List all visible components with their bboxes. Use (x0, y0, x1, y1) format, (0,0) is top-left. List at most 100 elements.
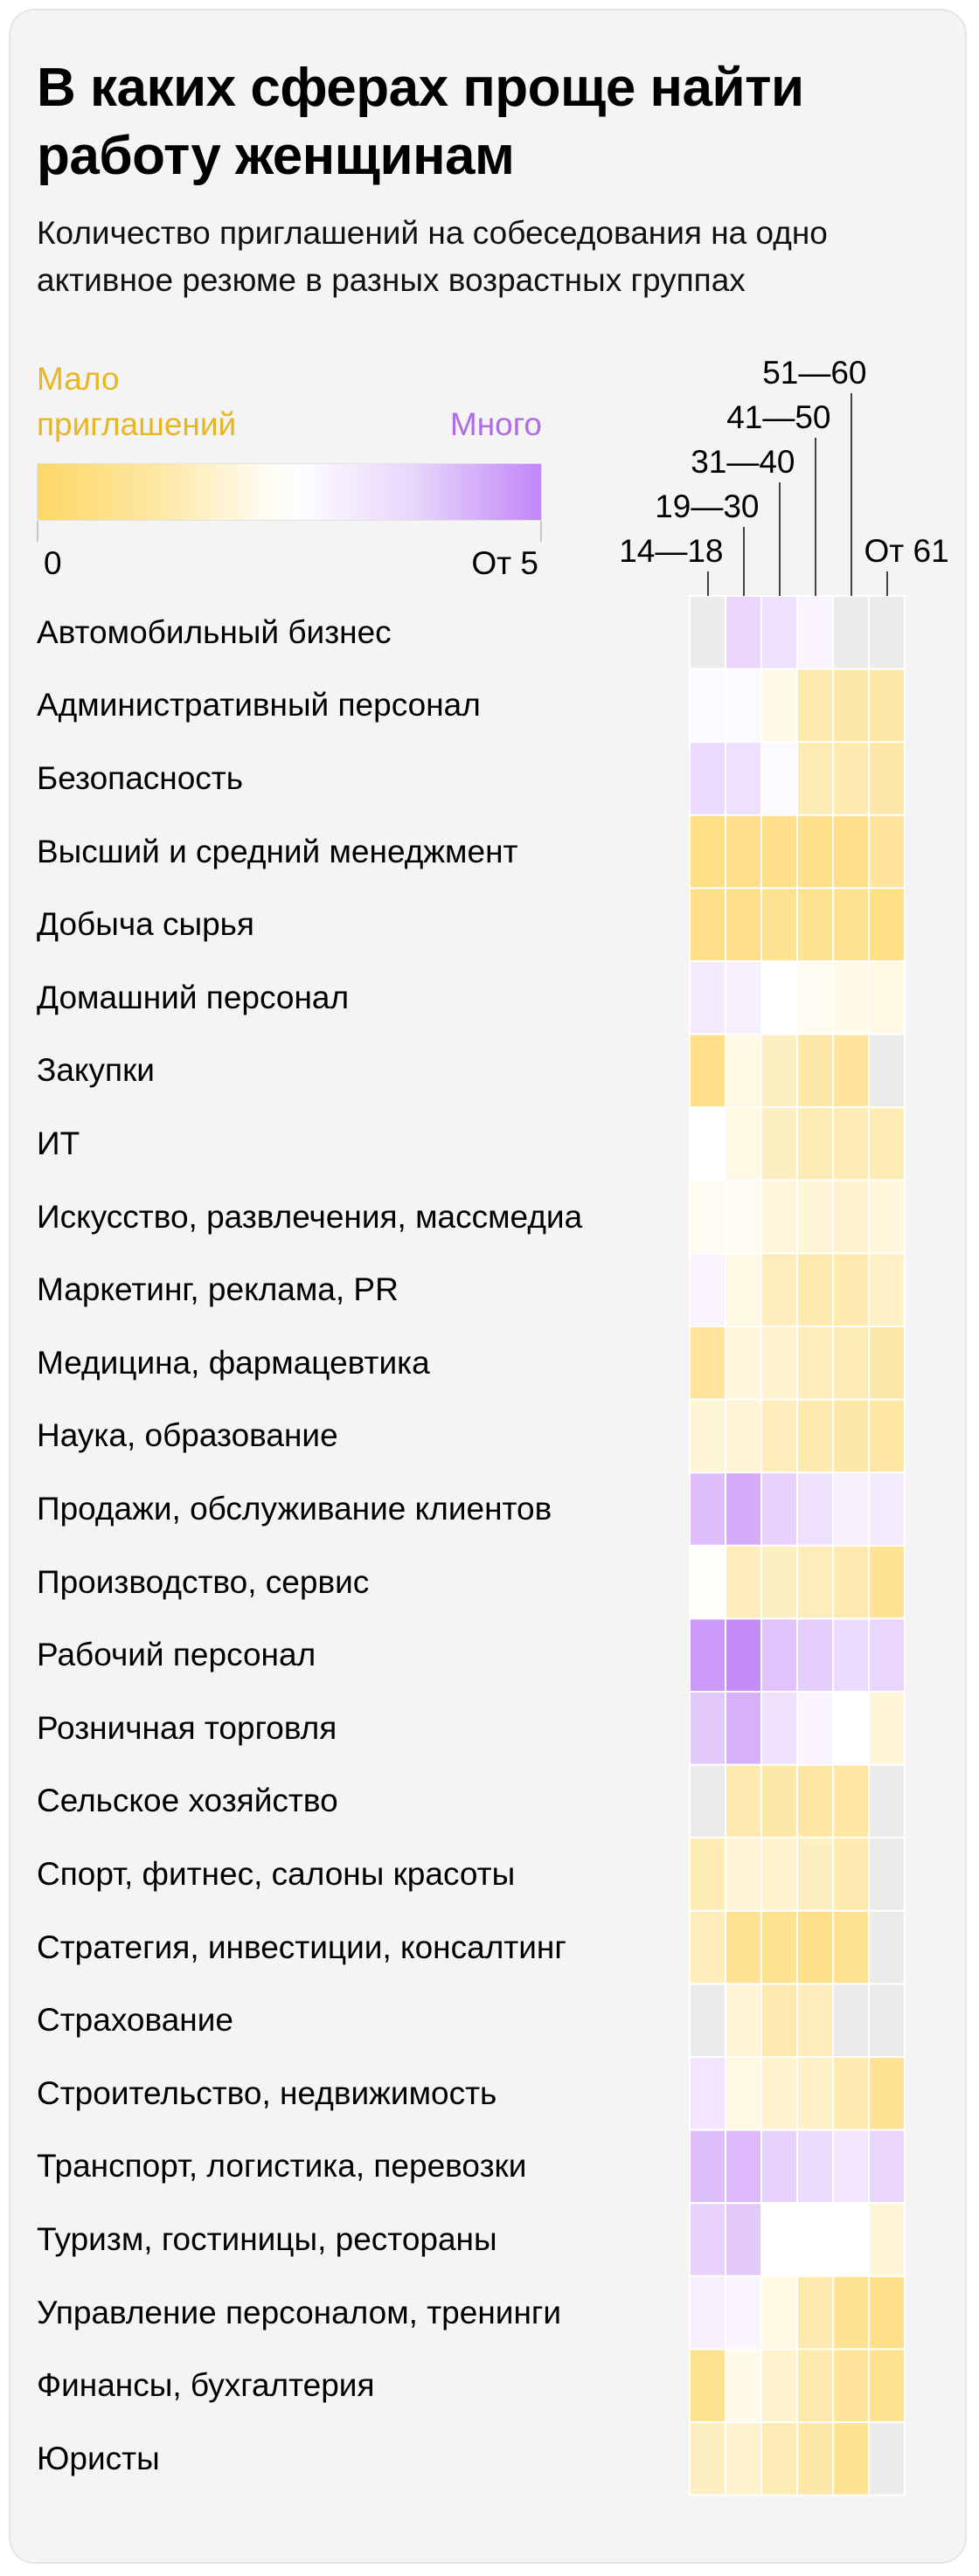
industry-label: Стратегия, инвестиции, консалтинг (37, 1929, 566, 1965)
heatmap-cell (832, 1909, 870, 1985)
heatmap-cell (796, 1179, 834, 1255)
heatmap (689, 595, 906, 2496)
heatmap-cell (725, 1544, 762, 1620)
heatmap-cell (832, 2421, 870, 2496)
heatmap-cell (725, 2275, 762, 2351)
heatmap-cell (689, 1983, 726, 2058)
heatmap-cell (868, 1033, 906, 1109)
heatmap-cell (725, 2129, 762, 2205)
heatmap-cell (796, 668, 834, 744)
heatmap-cell (868, 1326, 906, 1401)
heatmap-cell (725, 741, 762, 816)
heatmap-cell (796, 595, 834, 670)
heatmap-cell (689, 1252, 726, 1328)
heatmap-cell (760, 1691, 798, 1766)
heatmap-cell (832, 814, 870, 890)
heatmap-cell (725, 887, 762, 963)
age-group-leader-line (706, 571, 709, 596)
heatmap-cell (689, 2056, 726, 2131)
heatmap-cell (868, 1179, 906, 1255)
industry-label: Сельское хозяйство (37, 1783, 338, 1819)
heatmap-cell (689, 1179, 726, 1255)
heatmap-cell (760, 1983, 798, 2058)
heatmap-cell (868, 2348, 906, 2423)
age-group-label: 51—60 (762, 355, 867, 391)
heatmap-cell (796, 1106, 834, 1181)
industry-label: Искусство, развлечения, массмедиа (37, 1198, 583, 1235)
heatmap-cell (725, 814, 762, 890)
heatmap-cell (689, 814, 726, 890)
heatmap-cell (832, 1763, 870, 1839)
heatmap-cell (760, 668, 798, 744)
heatmap-cell (796, 2202, 834, 2277)
heatmap-cell (725, 1837, 762, 1912)
industry-label: Транспорт, логистика, перевозки (37, 2148, 527, 2185)
industry-label: Автомобильный бизнес (37, 613, 392, 650)
heatmap-cell (760, 814, 798, 890)
heatmap-cell (689, 960, 726, 1035)
heatmap-cell (725, 2056, 762, 2131)
heatmap-cell (868, 814, 906, 890)
industry-label: Маркетинг, реклама, PR (37, 1271, 399, 1308)
heatmap-cell (689, 1617, 726, 1693)
heatmap-cell (725, 1472, 762, 1547)
heatmap-cell (760, 1544, 798, 1620)
heatmap-cell (796, 1398, 834, 1474)
heatmap-cell (868, 2275, 906, 2351)
age-group-label: От 61 (864, 533, 949, 569)
heatmap-cell (832, 1617, 870, 1693)
heatmap-cell (868, 1909, 906, 1985)
heatmap-cell (796, 814, 834, 890)
heatmap-cell (868, 960, 906, 1035)
heatmap-cell (868, 1983, 906, 2058)
age-group-leader-line (778, 482, 781, 596)
legend-max-label: От 5 (471, 545, 538, 581)
heatmap-cell (832, 2056, 870, 2131)
heatmap-cell (760, 2129, 798, 2205)
heatmap-cell (868, 595, 906, 670)
heatmap-cell (832, 1326, 870, 1401)
industry-label: Рабочий персонал (37, 1637, 316, 1673)
industry-label: Домашний персонал (37, 979, 350, 1015)
heatmap-cell (832, 1837, 870, 1912)
heatmap-cell (796, 1033, 834, 1109)
legend-tick-min (37, 521, 38, 542)
industry-label: Закупки (37, 1052, 155, 1089)
industry-label: ИТ (37, 1125, 80, 1161)
heatmap-cell (868, 1837, 906, 1912)
heatmap-cell (689, 1544, 726, 1620)
heatmap-cell (689, 1398, 726, 1474)
industry-label: Строительство, недвижимость (37, 2074, 497, 2111)
heatmap-cell (760, 1179, 798, 1255)
heatmap-cell (796, 1983, 834, 2058)
heatmap-cell (868, 1472, 906, 1547)
heatmap-cell (760, 1252, 798, 1328)
heatmap-cell (796, 2129, 834, 2205)
heatmap-cell (832, 1691, 870, 1766)
heatmap-cell (868, 668, 906, 744)
heatmap-cell (725, 2348, 762, 2423)
industry-label: Туризм, гостиницы, рестораны (37, 2221, 497, 2257)
age-group-label: 31—40 (691, 444, 795, 480)
heatmap-cell (760, 1763, 798, 1839)
heatmap-cell (868, 1763, 906, 1839)
heatmap-cell (760, 1617, 798, 1693)
heatmap-cell (796, 1472, 834, 1547)
heatmap-cell (725, 2202, 762, 2277)
heatmap-cell (760, 887, 798, 963)
heatmap-cell (689, 2421, 726, 2496)
industry-label: Медицина, фармацевтика (37, 1344, 430, 1381)
heatmap-cell (796, 2421, 834, 2496)
heatmap-cell (725, 960, 762, 1035)
heatmap-cell (832, 1472, 870, 1547)
heatmap-cell (832, 1544, 870, 1620)
heatmap-cell (725, 595, 762, 670)
heatmap-cell (868, 887, 906, 963)
heatmap-cell (796, 2056, 834, 2131)
age-group-leader-line (814, 438, 816, 596)
heatmap-cell (689, 1691, 726, 1766)
heatmap-cell (760, 2348, 798, 2423)
heatmap-cell (796, 1544, 834, 1620)
heatmap-cell (868, 1544, 906, 1620)
heatmap-cell (689, 595, 726, 670)
